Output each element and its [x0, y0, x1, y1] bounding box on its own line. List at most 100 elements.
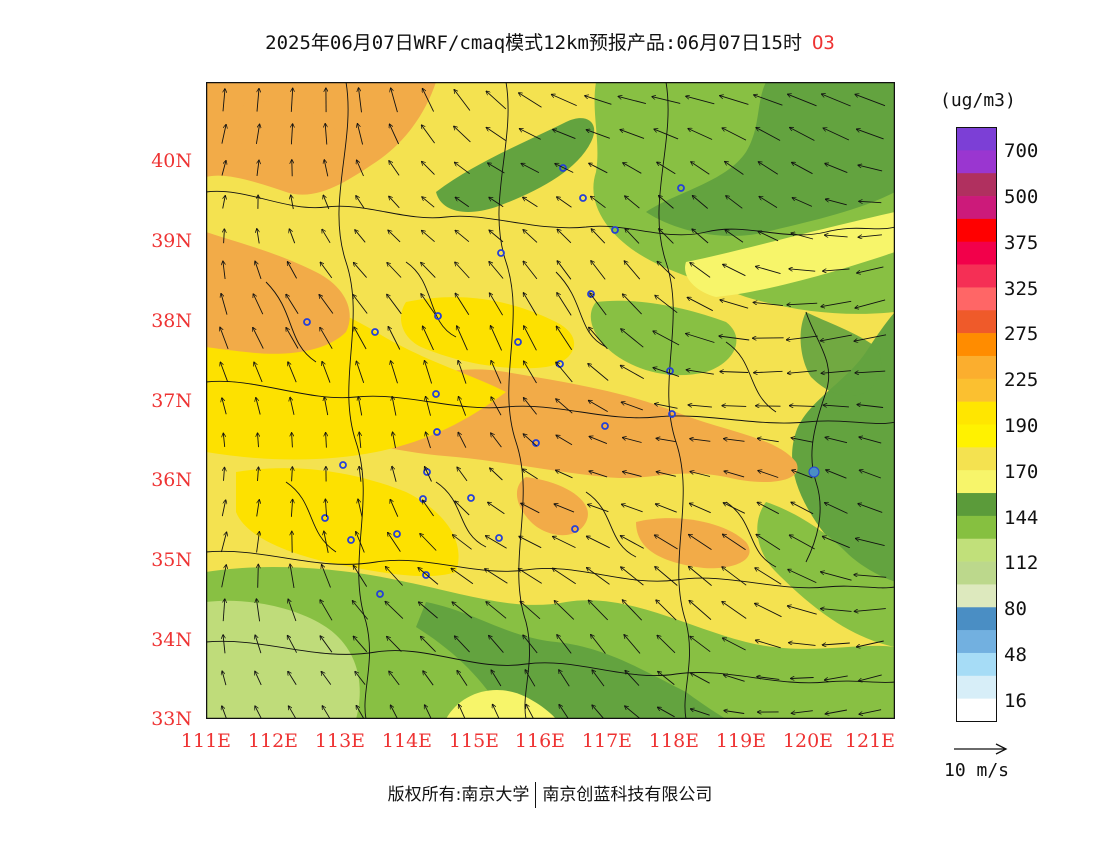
field-southcentral-orange [516, 477, 588, 536]
colorbar-label-144: 144 [1004, 507, 1039, 529]
wind-arrow [457, 467, 468, 482]
wind-arrow [591, 635, 606, 654]
wind-arrow [524, 326, 537, 351]
wind-arrow [489, 293, 503, 316]
wind-arrow [588, 364, 609, 381]
wind-arrow [455, 197, 470, 208]
wind-arrow [690, 472, 711, 477]
wind-arrow [757, 677, 780, 680]
wind-arrow [724, 471, 745, 478]
wind-arrow [659, 196, 674, 209]
lat-label-35n: 35N [151, 549, 192, 571]
wind-arrow [520, 601, 541, 620]
wind-arrow [557, 197, 572, 208]
colorbar-swatch [956, 218, 997, 243]
wind-arrow [592, 705, 605, 719]
colorbar-label-275: 275 [1004, 323, 1039, 345]
wind-arrow [855, 371, 886, 373]
wind-arrow [553, 129, 576, 140]
wind-arrow [554, 601, 575, 620]
wind-arrow [690, 439, 711, 442]
wind-arrow [388, 327, 401, 350]
wind-arrow [320, 327, 333, 349]
wind-arrow [758, 162, 779, 175]
wind-arrow [653, 331, 680, 346]
wind-arrow [491, 433, 502, 448]
wind-arrow [253, 294, 264, 315]
colorbar-swatch [956, 675, 997, 699]
wind-arrow [859, 201, 882, 202]
wind-arrow [322, 229, 331, 244]
wind-arrow [556, 470, 573, 479]
wind-arrow [519, 93, 542, 108]
lat-label-36n: 36N [151, 469, 192, 491]
colorbar-swatch [956, 310, 997, 334]
wind-arrow [255, 671, 262, 686]
field-south-yellow-tongue [446, 690, 556, 719]
colorbar-swatch [956, 424, 997, 448]
wind-arrow [724, 439, 745, 442]
wind-arrow [320, 636, 333, 653]
map-title: 2025年06月07日WRF/cmaq模式12km预报产品:06月07日15时 O… [0, 28, 1100, 55]
wind-arrow [221, 161, 226, 176]
wind-arrow [321, 671, 332, 685]
wind-arrow [422, 88, 435, 112]
wind-arrow [393, 432, 396, 449]
wind-arrow [522, 469, 538, 480]
wind-arrow [392, 396, 397, 416]
colorbar-swatch [956, 287, 997, 311]
wind-arrow [855, 94, 886, 107]
wind-arrow [556, 362, 573, 383]
wind-arrow [426, 396, 431, 416]
wind-arrow [823, 268, 850, 271]
wind-arrow [290, 397, 295, 415]
wind-arrow [421, 125, 435, 144]
wind-arrow [655, 567, 678, 586]
wind-arrow [789, 535, 815, 550]
wind-arrow [418, 568, 439, 585]
wind-arrow [220, 327, 229, 350]
colorbar-label-375: 375 [1004, 232, 1039, 254]
wind-arrow [585, 96, 612, 105]
wind-arrow [391, 361, 398, 384]
wind-arrow [223, 261, 225, 280]
wind-arrow [591, 196, 606, 209]
wind-arrow [657, 707, 675, 718]
wind-reference-arrow [954, 743, 1008, 755]
wind-arrow [426, 432, 431, 449]
wind-arrow [591, 261, 606, 280]
colorbar-label-500: 500 [1004, 186, 1039, 208]
lon-label-117e: 117E [581, 730, 633, 752]
colorbar-swatch [956, 173, 997, 197]
wind-arrow [391, 88, 398, 113]
wind-arrow [459, 704, 466, 719]
colorbar-label-112: 112 [1004, 552, 1039, 574]
wind-arrow [255, 635, 262, 654]
colorbar-swatch [956, 447, 997, 471]
wind-arrow [725, 230, 744, 243]
colorbar-swatch [956, 333, 997, 357]
wind-arrow [688, 129, 713, 140]
wind-arrow [222, 706, 227, 719]
wind-arrow [789, 406, 815, 407]
wind-arrow [622, 438, 642, 443]
wind-arrow [451, 568, 474, 585]
wind-arrow [358, 397, 363, 416]
colorbar-swatch [956, 264, 997, 288]
wind-arrow [758, 471, 779, 478]
wind-arrow [754, 371, 783, 372]
wind-arrow [556, 399, 573, 414]
wind-arrow [223, 89, 225, 112]
wind-arrow [221, 500, 225, 517]
wind-arrow [223, 433, 224, 447]
wind-arrow [824, 235, 848, 237]
wind-arrow [287, 635, 297, 653]
wind-arrow [557, 261, 572, 280]
wind-arrow [790, 678, 814, 679]
wind-arrow [821, 300, 852, 306]
wind-arrow [687, 297, 714, 312]
wind-arrow [322, 565, 331, 588]
wind-arrow [855, 299, 886, 308]
wind-arrow [458, 432, 467, 448]
wind-arrow [488, 163, 505, 174]
